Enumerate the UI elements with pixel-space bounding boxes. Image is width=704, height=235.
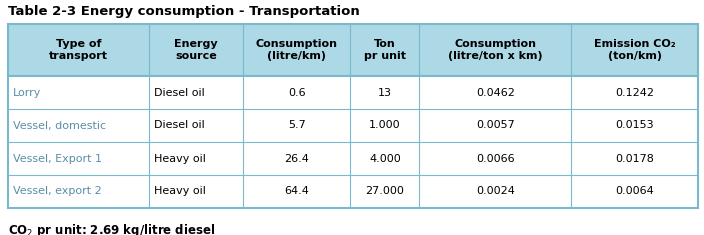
Bar [8,76,698,109]
Text: 0.0057: 0.0057 [476,121,515,130]
Text: Vessel, export 2: Vessel, export 2 [13,187,102,196]
Text: 0.0153: 0.0153 [615,121,654,130]
Text: 26.4: 26.4 [284,153,309,164]
Text: Diesel oil: Diesel oil [154,121,205,130]
Bar [8,109,698,142]
Bar [8,24,698,208]
Text: 0.0178: 0.0178 [615,153,654,164]
Text: 0.6: 0.6 [288,87,306,98]
Bar [8,24,698,76]
Text: 0.0462: 0.0462 [476,87,515,98]
Bar [8,142,698,175]
Text: 0.0024: 0.0024 [476,187,515,196]
Text: Heavy oil: Heavy oil [154,187,206,196]
Text: 13: 13 [378,87,392,98]
Text: 1.000: 1.000 [369,121,401,130]
Text: Type of
transport: Type of transport [49,39,108,61]
Text: 27.000: 27.000 [365,187,404,196]
Text: Consumption
(litre/ton x km): Consumption (litre/ton x km) [448,39,543,61]
Text: Energy
source: Energy source [175,39,218,61]
Bar [8,175,698,208]
Text: Vessel, Export 1: Vessel, Export 1 [13,153,102,164]
Text: Vessel, domestic: Vessel, domestic [13,121,106,130]
Text: CO$_2$ pr unit: 2.69 kg/litre diesel: CO$_2$ pr unit: 2.69 kg/litre diesel [8,222,215,235]
Text: Heavy oil: Heavy oil [154,153,206,164]
Text: Ton
pr unit: Ton pr unit [364,39,406,61]
Text: 64.4: 64.4 [284,187,309,196]
Text: Lorry: Lorry [13,87,42,98]
Text: 5.7: 5.7 [288,121,306,130]
Text: Diesel oil: Diesel oil [154,87,205,98]
Text: Emission CO₂
(ton/km): Emission CO₂ (ton/km) [594,39,675,61]
Text: 0.0064: 0.0064 [615,187,654,196]
Text: 0.0066: 0.0066 [476,153,515,164]
Text: 0.1242: 0.1242 [615,87,654,98]
Text: 4.000: 4.000 [369,153,401,164]
Text: Consumption
(litre/km): Consumption (litre/km) [256,39,338,61]
Text: Table 2-3 Energy consumption - Transportation: Table 2-3 Energy consumption - Transport… [8,5,360,18]
